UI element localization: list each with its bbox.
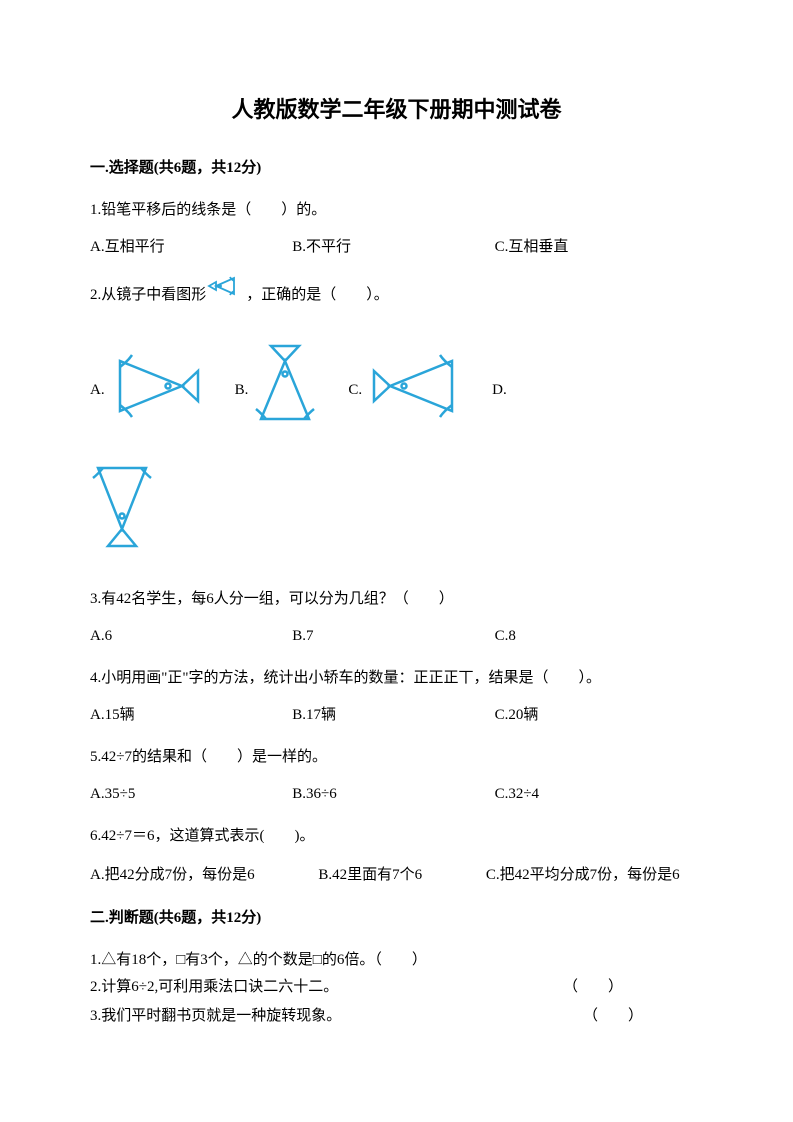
- judge-q3: 3.我们平时翻书页就是一种旋转现象。 （ ）: [90, 1003, 703, 1030]
- judge-q2-paren: （ ）: [563, 974, 703, 1001]
- q3-optA: A.6: [90, 623, 292, 650]
- fish-stem-icon: [206, 276, 246, 316]
- section1-header: 一.选择题(共6题，共12分): [90, 155, 703, 182]
- q2-text-before: 2.从镜子中看图形: [90, 282, 206, 309]
- section2-header: 二.判断题(共6题，共12分): [90, 905, 703, 932]
- q2-optB-label: B.: [235, 377, 249, 404]
- q2-text-after: ，正确的是（ ）。: [246, 282, 389, 309]
- q2-optB: B.: [235, 341, 319, 441]
- q1-optB: B.不平行: [292, 234, 494, 261]
- fish-right-icon: [367, 351, 462, 431]
- q2-optD: D.: [492, 377, 512, 404]
- judge-q3-text: 3.我们平时翻书页就是一种旋转现象。: [90, 1003, 341, 1030]
- question-6: 6.42÷7＝6，这道算式表示( )。 A.把42分成7份，每份是6 B.42里…: [90, 823, 703, 890]
- q6-optA: A.把42分成7份，每份是6: [90, 860, 255, 890]
- q3-text: 3.有42名学生，每6人分一组，可以分为几组？（ ）: [90, 586, 703, 613]
- q5-text: 5.42÷7的结果和（ ）是一样的。: [90, 744, 703, 771]
- question-5: 5.42÷7的结果和（ ）是一样的。 A.35÷5 B.36÷6 C.32÷4: [90, 744, 703, 808]
- judge-q1: 1.△有18个，□有3个，△的个数是□的6倍。（ ）: [90, 947, 703, 974]
- q6-options: A.把42分成7份，每份是6 B.42里面有7个6 C.把42平均分成7份，每份…: [90, 860, 703, 890]
- q2-options: A. B.: [90, 341, 703, 441]
- q2-optA-label: A.: [90, 377, 105, 404]
- judge-q2-text: 2.计算6÷2,可利用乘法口诀二六十二。: [90, 974, 338, 1001]
- q2-optD-image: [90, 456, 703, 561]
- q1-text: 1.铅笔平移后的线条是（ ）的。: [90, 197, 703, 224]
- q4-optB: B.17辆: [292, 702, 494, 729]
- q2-stem: 2.从镜子中看图形 ，正确的是（ ）。: [90, 276, 703, 316]
- q2-optD-label: D.: [492, 377, 507, 404]
- question-2: 2.从镜子中看图形 ，正确的是（ ）。 A.: [90, 276, 703, 561]
- q5-optB: B.36÷6: [292, 781, 494, 808]
- q4-optA: A.15辆: [90, 702, 292, 729]
- q1-optA: A.互相平行: [90, 234, 292, 261]
- fish-up-icon: [90, 456, 155, 561]
- q2-optA: A.: [90, 351, 205, 431]
- q6-optC: C.把42平均分成7份，每份是6: [486, 860, 680, 890]
- judge-q3-paren: （ ）: [583, 1003, 703, 1030]
- q1-options: A.互相平行 B.不平行 C.互相垂直: [90, 234, 703, 261]
- page-title: 人教版数学二年级下册期中测试卷: [90, 90, 703, 130]
- judge-q1-text: 1.△有18个，□有3个，△的个数是□的6倍。（ ）: [90, 952, 427, 968]
- q6-optB: B.42里面有7个6: [318, 860, 422, 890]
- q4-options: A.15辆 B.17辆 C.20辆: [90, 702, 703, 729]
- q2-optC-label: C.: [348, 377, 362, 404]
- judge-q2: 2.计算6÷2,可利用乘法口诀二六十二。 （ ）: [90, 974, 703, 1001]
- q3-optB: B.7: [292, 623, 494, 650]
- q4-text: 4.小明用画"正"字的方法，统计出小轿车的数量：正正正丅，结果是（ ）。: [90, 665, 703, 692]
- q6-text: 6.42÷7＝6，这道算式表示( )。: [90, 823, 703, 850]
- question-3: 3.有42名学生，每6人分一组，可以分为几组？（ ） A.6 B.7 C.8: [90, 586, 703, 650]
- question-4: 4.小明用画"正"字的方法，统计出小轿车的数量：正正正丅，结果是（ ）。 A.1…: [90, 665, 703, 729]
- question-1: 1.铅笔平移后的线条是（ ）的。 A.互相平行 B.不平行 C.互相垂直: [90, 197, 703, 261]
- q5-optA: A.35÷5: [90, 781, 292, 808]
- q4-optC: C.20辆: [495, 702, 697, 729]
- q5-options: A.35÷5 B.36÷6 C.32÷4: [90, 781, 703, 808]
- q1-optC: C.互相垂直: [495, 234, 697, 261]
- q3-optC: C.8: [495, 623, 697, 650]
- fish-down-icon: [253, 341, 318, 441]
- q3-options: A.6 B.7 C.8: [90, 623, 703, 650]
- q5-optC: C.32÷4: [495, 781, 697, 808]
- q2-optC: C.: [348, 351, 462, 431]
- fish-left-icon: [110, 351, 205, 431]
